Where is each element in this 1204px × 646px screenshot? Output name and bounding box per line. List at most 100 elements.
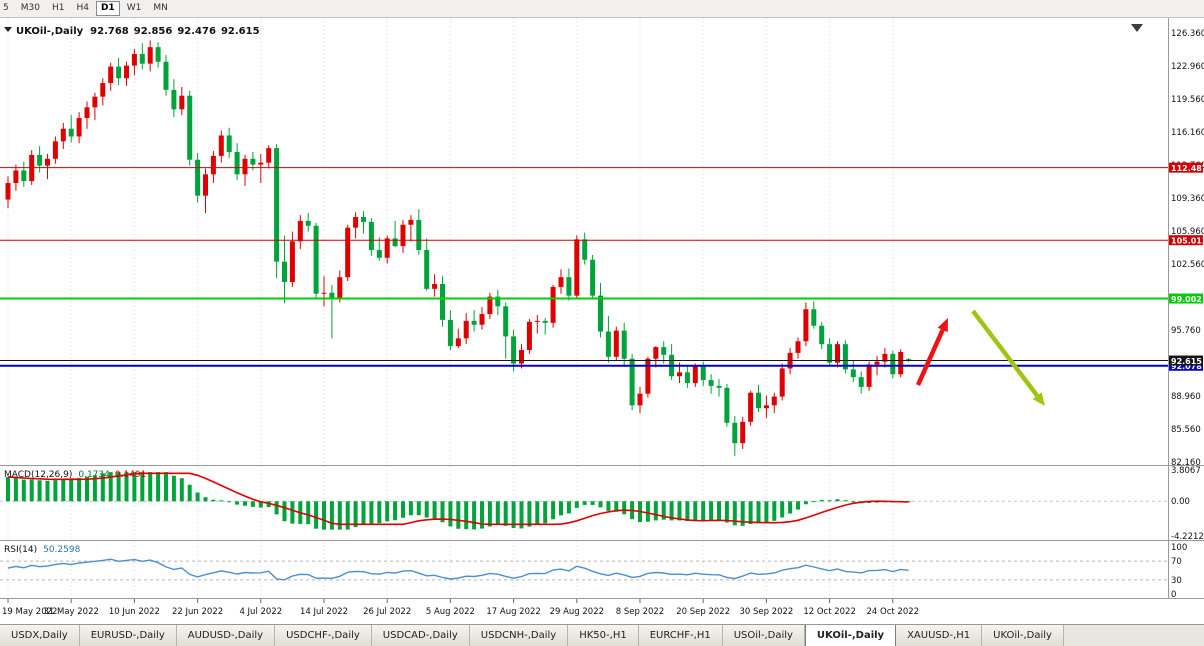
rsi-axis-30: 30 <box>1171 576 1182 586</box>
candle <box>455 328 461 349</box>
tab-xauusd-h1[interactable]: XAUUSD-,H1 <box>896 625 983 646</box>
candle <box>811 301 817 329</box>
price-label: 119.560 <box>1171 95 1204 105</box>
date-label: 8 Sep 2022 <box>616 607 664 617</box>
candle <box>13 164 19 191</box>
candle <box>45 153 50 180</box>
macd-axis-zero: 0.00 <box>1171 497 1190 507</box>
candle <box>447 310 453 350</box>
candle <box>139 43 145 70</box>
candle <box>898 349 904 378</box>
price-label: 126.360 <box>1171 29 1204 39</box>
candle <box>68 115 74 143</box>
candle <box>155 42 161 68</box>
tab-usdcnh-daily[interactable]: USDCNH-,Daily <box>469 625 569 646</box>
candle <box>408 215 414 242</box>
candle <box>108 62 114 91</box>
candle <box>835 341 840 368</box>
rsi-axis-0: 0 <box>1171 590 1176 600</box>
tab-hk50-h1[interactable]: HK50-,H1 <box>568 625 639 646</box>
chart-shift-marker[interactable] <box>1131 24 1143 32</box>
candle <box>234 143 240 181</box>
pane-frame <box>0 18 1204 599</box>
candle <box>882 348 888 368</box>
candle <box>37 146 43 173</box>
candle <box>732 415 738 456</box>
candle <box>163 54 169 96</box>
candle <box>684 366 690 388</box>
price-badge: 92.615 <box>1169 355 1203 366</box>
candle <box>353 212 359 239</box>
candle <box>274 144 280 279</box>
candle <box>803 302 809 347</box>
tab-ukoil-daily[interactable]: UKOil-,Daily <box>982 625 1064 646</box>
candle <box>526 318 532 354</box>
horizontal-lines <box>0 167 1168 367</box>
candle <box>850 360 856 383</box>
timeframe-button-H1[interactable]: H1 <box>51 3 65 13</box>
rsi-axis-70: 70 <box>1171 557 1182 567</box>
candle <box>542 317 548 335</box>
tab-usdchf-daily[interactable]: USDCHF-,Daily <box>275 625 372 646</box>
candle <box>511 329 517 372</box>
candle <box>669 344 675 381</box>
candle <box>297 215 303 250</box>
price-label: 88.960 <box>1171 392 1201 402</box>
timeframe-button-W1[interactable]: W1 <box>126 3 142 13</box>
timeframe-button-H4[interactable]: H4 <box>76 3 89 13</box>
price-badge: 99.002 <box>1169 293 1203 304</box>
candle <box>203 168 208 214</box>
timeframe-button-MN[interactable]: MN <box>153 3 168 13</box>
date-label: 12 Oct 2022 <box>803 607 856 617</box>
price-axis: 126.360122.960119.560116.160112.760109.3… <box>1169 29 1204 468</box>
macd-axis-max: 3.8067 <box>1171 466 1201 476</box>
candle <box>724 383 730 427</box>
tab-usdcad-daily[interactable]: USDCAD-,Daily <box>371 625 470 646</box>
candle <box>242 154 248 186</box>
candle <box>590 254 596 300</box>
tab-ukoil-daily[interactable]: UKOil-,Daily <box>804 625 897 646</box>
candle <box>376 237 382 261</box>
price-label: 109.360 <box>1171 194 1204 204</box>
bullish-arrow[interactable] <box>915 318 948 386</box>
candle <box>740 416 746 449</box>
candle <box>661 341 667 364</box>
tab-eurchf-h1[interactable]: EURCHF-,H1 <box>638 625 723 646</box>
candle <box>226 127 232 158</box>
candle <box>282 235 287 304</box>
rsi-label: RSI(14) 50.2598 <box>4 545 81 555</box>
candle <box>289 231 295 287</box>
chart-canvas[interactable]: 126.360122.960119.560116.160112.760109.3… <box>0 18 1204 624</box>
candle <box>534 315 540 334</box>
candle <box>416 209 422 255</box>
tab-audusd-daily[interactable]: AUDUSD-,Daily <box>176 625 276 646</box>
timeframe-button-M30[interactable]: M30 <box>20 3 40 13</box>
tab-usdx-daily[interactable]: USDX,Daily <box>0 625 80 646</box>
candle <box>613 326 619 361</box>
annotations <box>915 24 1143 406</box>
candle <box>100 78 106 106</box>
candle <box>195 152 201 203</box>
candle <box>756 384 761 413</box>
candle <box>424 238 430 291</box>
candle <box>827 338 833 367</box>
timeframe-button-D1[interactable]: D1 <box>95 1 120 16</box>
bearish-arrow[interactable] <box>971 309 1045 406</box>
timeframe-button-5[interactable]: 5 <box>3 3 9 13</box>
price-label: 82.160 <box>1171 458 1201 468</box>
indicator-panes <box>0 472 1168 581</box>
symbol-marker-icon <box>4 27 12 32</box>
macd-label: MACD(12,26,9) 0.1734 0.1491 <box>4 470 146 480</box>
candle <box>116 57 122 86</box>
candle <box>60 122 66 150</box>
candle <box>305 213 311 232</box>
candle <box>566 268 572 301</box>
price-label: 85.560 <box>1171 425 1201 435</box>
tab-eurusd-daily[interactable]: EURUSD-,Daily <box>79 625 177 646</box>
date-label: 4 Jul 2022 <box>239 607 282 617</box>
candle <box>708 374 714 394</box>
candle <box>337 270 343 303</box>
tab-usoil-daily[interactable]: USOil-,Daily <box>722 625 805 646</box>
price-badge: 92.078 <box>1169 360 1203 371</box>
svg-text:105.013: 105.013 <box>1171 237 1204 246</box>
